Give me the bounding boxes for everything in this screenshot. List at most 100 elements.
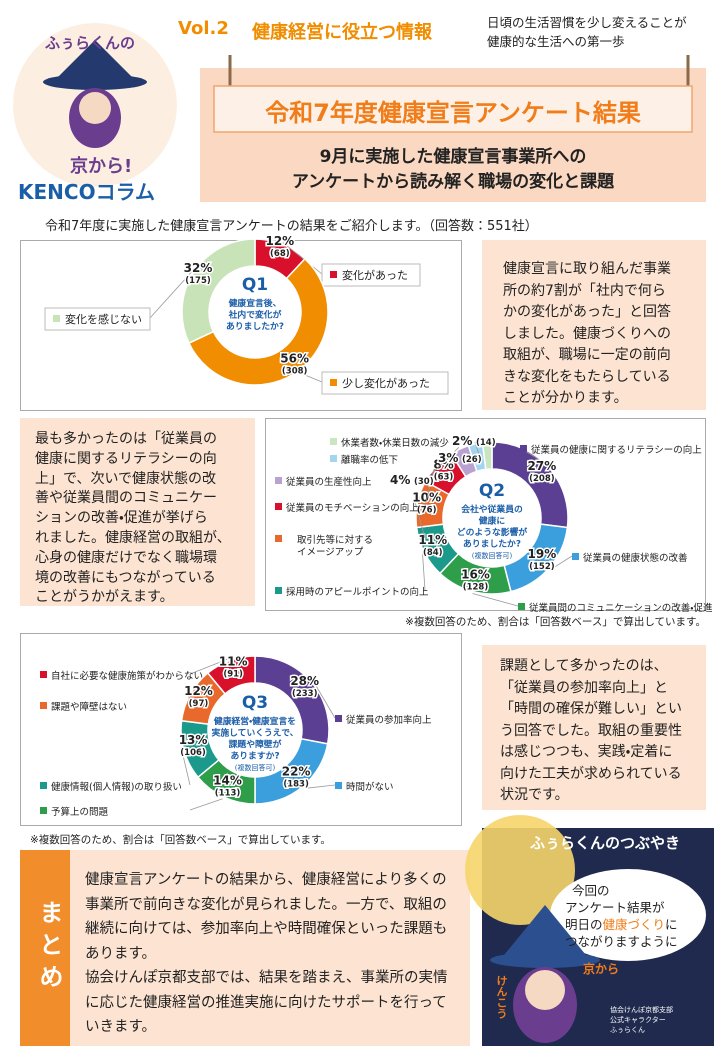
question-number: Q1 (242, 275, 268, 295)
legend-label: 従業員の生産性向上 (286, 476, 372, 488)
finding-text: は感じつつも、実践・定着に (500, 744, 673, 760)
legend-label: 従業員のモチベーションの向上 (286, 502, 419, 514)
leader-line (189, 658, 230, 675)
question-text: 会社や従業員の (461, 503, 523, 515)
count-label: (14) (476, 438, 496, 448)
legend-label: 変化があった (342, 268, 408, 282)
legend-line: イメージアップ (297, 547, 364, 558)
legend-label: 離職率の低下 (341, 454, 398, 466)
legend-label: 休業者数・休業日数の減少 (341, 437, 449, 449)
credit: 協会けんぽ京都支部 (610, 1006, 673, 1014)
logo-text: 京から! (70, 156, 133, 177)
legend-swatch (520, 445, 527, 452)
leader-line (298, 372, 323, 383)
legend-box (44, 307, 151, 331)
finding-text: れました。健康経営の取組が、 (35, 530, 231, 546)
bubble-text: アンケート結果が (565, 900, 665, 915)
finding-text: 健康に関するリテラシーの向 (35, 450, 217, 467)
donut-slice (187, 257, 329, 386)
value-label: 2% (452, 434, 472, 448)
value-label: 12% (265, 234, 294, 248)
finding-text: 最も多かったのは「従業員の (35, 431, 217, 447)
question-text: ありましたか? (226, 321, 284, 332)
value-label: 27% (528, 459, 557, 473)
value-label: 11% (219, 654, 248, 668)
character-hat (500, 905, 590, 960)
legend-box (321, 371, 449, 395)
question-text: どのような影響が (457, 526, 528, 538)
summary-box (20, 850, 470, 1046)
moon (465, 815, 575, 925)
series-title: 健康経営に役立つ情報 (252, 22, 432, 43)
text-box (20, 418, 255, 606)
credit: 公式キャラクター (610, 1016, 666, 1024)
value-label: 12% (184, 684, 213, 698)
finding-text: 善や従業員間のコミュニケー (35, 490, 217, 507)
legend-label: 採用時のアピールポイントの向上 (286, 586, 429, 598)
summary-text: 健康宣言アンケートの結果から、健康経営により多くの (85, 872, 447, 888)
logo-hat (55, 40, 135, 80)
value-label: 32% (184, 261, 213, 275)
summary-label: まとめ (35, 900, 63, 996)
character-hat-brim (490, 952, 600, 968)
title-plate (213, 85, 693, 133)
bubble-text: に (665, 917, 678, 932)
legend-box (321, 263, 421, 287)
count-label: (128) (463, 582, 489, 592)
count-label: (63) (434, 472, 454, 482)
chart-note: ※複数回答のため、割合は「回答数ベース」で算出しています。 (30, 834, 331, 846)
summary-text: 継続に向けては、参加率向上や時間確保といった課題も (85, 921, 448, 937)
count-label: (175) (185, 276, 211, 286)
page-title: 令和7年度健康宣言アンケート結果 (265, 99, 641, 127)
text-box (482, 240, 706, 410)
legend-swatch (335, 782, 342, 789)
legend-label: 健康情報(個人情報)の取り扱い (51, 781, 182, 793)
bubble-line: 明日の健康づくりに (565, 914, 678, 933)
value-label: 14% (213, 773, 242, 787)
leader-line (313, 681, 336, 719)
badge: 京から (583, 962, 620, 976)
donut-slice (481, 441, 493, 471)
legend-label: 変化を感じない (65, 312, 142, 326)
count-label: (152) (529, 562, 555, 572)
question-text: 実施していくうえで、 (212, 727, 299, 739)
legend-swatch (330, 455, 337, 462)
legend-swatch (330, 271, 337, 278)
finding-text: 境の改善にもつながっている (35, 569, 216, 586)
intro: 令和7年度に実施した健康宣言アンケートの結果をご紹介します。（回答数：551社） (45, 219, 538, 234)
question-text: 社内で変化が (228, 309, 282, 321)
value-label: 8% (433, 457, 453, 471)
count-label: (91) (223, 669, 243, 679)
leader-line (550, 555, 573, 570)
value-label: 28% (290, 674, 319, 688)
finding-text: 「従業員の参加率向上」と (500, 679, 668, 696)
finding-text: 上」で、次いで健康状態の改 (35, 470, 217, 487)
vol: Vol.2 (178, 18, 229, 39)
finding-text: う回答でした。取組の重要性 (500, 722, 682, 739)
logo-text: KENCOコラム (18, 180, 155, 204)
leader-line (303, 784, 336, 789)
question-text: ありますか? (230, 751, 279, 762)
legend-swatch (518, 603, 525, 610)
count-label: (308) (282, 367, 308, 377)
legend-swatch (53, 315, 60, 322)
bubble-text: 今回の (572, 883, 610, 898)
question-text: 健康に (478, 515, 506, 527)
leader-line (479, 439, 488, 442)
legend-swatch (275, 477, 282, 484)
question-text: 課題や障壁が (229, 738, 282, 750)
count-label: (76) (417, 506, 437, 516)
value-label: 56% (280, 352, 309, 366)
tagline: 日頃の生活習慣を少し変えることが (487, 15, 687, 30)
finding-text: 取組が、職場に一定の前向 (503, 347, 671, 363)
legend-swatch (40, 807, 47, 814)
count-label: (97) (189, 699, 209, 709)
legend-swatch (40, 782, 47, 789)
finding-text: ことが分かります。 (503, 390, 628, 406)
bubble-text: つながりますように (565, 934, 678, 949)
summary-text: 事業所で前向きな変化が見られました。一方で、取組の (85, 896, 447, 913)
qualifier: (複数回答可) (472, 551, 513, 560)
question-number: Q2 (479, 481, 505, 501)
count-label: (183) (283, 780, 309, 790)
count-label: (233) (292, 689, 318, 699)
